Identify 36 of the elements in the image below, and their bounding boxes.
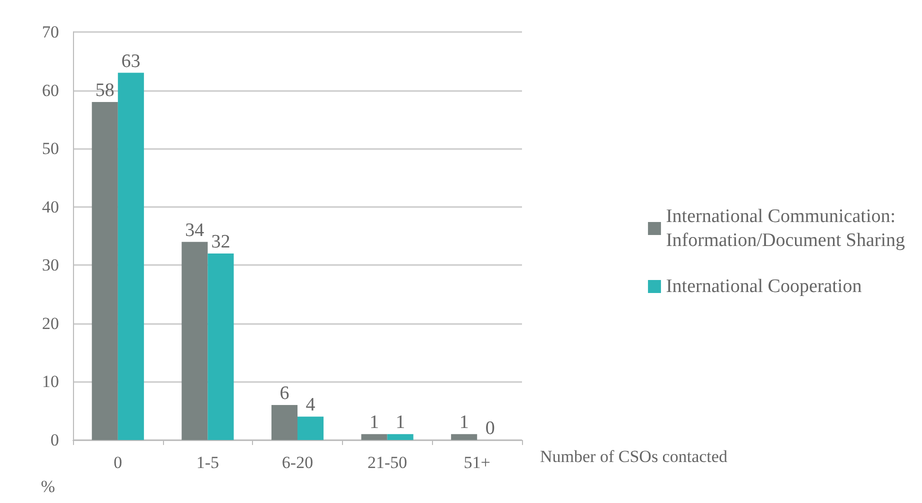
bar [361, 434, 388, 440]
y-tick-label: 40 [42, 197, 59, 216]
y-tick-label: 70 [42, 22, 59, 42]
bar [298, 416, 324, 440]
data-label: 63 [121, 50, 140, 72]
bar [182, 242, 208, 440]
x-axis-title: Number of CSOs contacted [540, 447, 728, 466]
y-axis-title: % [40, 477, 55, 496]
x-tick-label: 1-5 [196, 453, 220, 472]
legend-label: International Communication: Information/Document Sharing [666, 206, 906, 251]
y-tick-label: 30 [42, 256, 59, 275]
data-label: 34 [185, 220, 205, 241]
bar [387, 434, 414, 440]
bar [208, 253, 234, 440]
data-label: 1 [396, 412, 406, 434]
y-tick-label: 10 [42, 372, 59, 392]
data-label: 4 [306, 394, 316, 416]
y-tick-label: 20 [42, 314, 59, 333]
y-tick-label: 60 [42, 80, 59, 100]
data-label: 1 [370, 412, 380, 434]
bar [451, 434, 478, 440]
legend-label: International Cooperation [666, 276, 862, 297]
bar [271, 405, 298, 440]
data-label: 32 [211, 231, 230, 252]
x-tick-label: 6-20 [282, 453, 314, 472]
x-tick-label: 0 [114, 453, 122, 472]
data-label: 6 [280, 383, 290, 404]
bar [92, 102, 118, 440]
y-tick-label: 50 [42, 139, 59, 158]
x-tick-label: 21-50 [367, 453, 408, 472]
x-tick-label: 51+ [464, 453, 490, 472]
data-label: 1 [459, 412, 469, 434]
y-tick-label: 0 [50, 430, 59, 450]
bar [118, 72, 144, 440]
data-label: 0 [485, 418, 495, 439]
data-label: 58 [95, 80, 114, 101]
